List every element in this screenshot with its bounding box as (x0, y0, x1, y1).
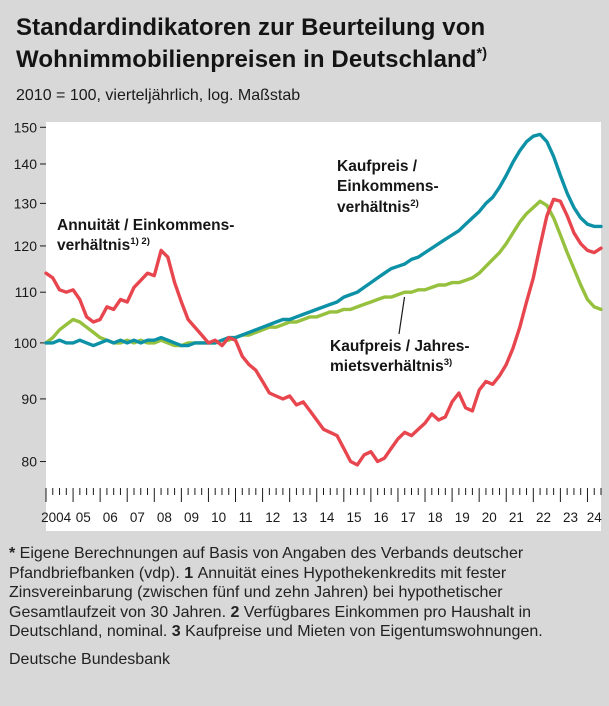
price-rent-label-leader-line (398, 297, 406, 335)
x-axis-label: 05 (76, 510, 91, 525)
x-axis-label: 12 (265, 510, 280, 525)
x-axis-label: 13 (292, 510, 307, 525)
y-axis-label: 90 (21, 391, 37, 407)
title-line-2: Wohnimmobilienpreisen in Deutschland (16, 45, 477, 73)
x-axis-label: 11 (239, 510, 253, 525)
plot-background (46, 122, 601, 532)
price-rent-label-line-1: Kaufpreis / Jahres- (330, 338, 470, 356)
label-price-rent-ratio: Kaufpreis / Jahres-mietsverhältnis3) (330, 337, 470, 377)
annuity-label-line-2: verhältnis (57, 237, 131, 255)
chart-header: Standardindikatoren zur Beurteilung von W… (0, 0, 609, 105)
price-income-label-line-3: verhältnis (337, 198, 411, 216)
series-line-annuity-income-ratio (44, 197, 603, 467)
x-axis-label: 09 (184, 510, 199, 525)
x-axis-label: 2004 (41, 510, 72, 525)
chart-subtitle: 2010 = 100, vierteljährlich, log. Maßsta… (16, 87, 301, 105)
x-axis-label: 10 (211, 510, 226, 525)
x-axis-label: 15 (346, 510, 361, 525)
y-axis-label: 120 (14, 238, 38, 254)
footnote-marker: 2 (230, 603, 240, 621)
x-axis-label: 23 (563, 510, 578, 525)
x-axis-label: 24 (587, 510, 603, 525)
chart-canvas: 80 90 100 110 120 130 140 150 2004 05 06 07 08 09 10 11… (14, 120, 603, 532)
y-axis-label: 100 (14, 335, 38, 351)
y-axis-label: 140 (14, 156, 38, 172)
chart-area: 80 90 100 110 120 130 140 150 2004 05 06 07 08 09 10 11… (0, 119, 609, 533)
annuity-label-superscript: 1) 2) (130, 236, 150, 248)
price-income-label-superscript: 2) (410, 197, 419, 209)
price-income-label-line-2: Einkommens- (337, 178, 439, 196)
x-axis-label: 21 (509, 510, 524, 525)
x-axis-label: 20 (482, 510, 497, 525)
y-axis-label: 150 (14, 120, 38, 136)
y-axis-label: 110 (15, 285, 38, 301)
title-line-1: Standardindikatoren zur Beurteilung von (16, 14, 486, 41)
x-axis-label: 18 (428, 510, 443, 525)
series-line-price-income-ratio (44, 133, 603, 348)
x-axis-label: 07 (130, 510, 145, 525)
footnote-marker: 3 (171, 623, 181, 641)
annuity-label-line-1: Annuität / Einkommens- (57, 217, 235, 235)
title-superscript: *) (476, 45, 488, 62)
y-axis-label: 80 (21, 454, 37, 470)
footnote-marker: 1 (184, 564, 194, 582)
x-axis-label: 08 (157, 510, 172, 525)
label-price-income-ratio: Kaufpreis / Einkommens-verhältnis2) (337, 157, 439, 218)
price-income-label-line-1: Kaufpreis / (337, 158, 418, 176)
x-axis-label: 14 (319, 510, 335, 525)
y-axis-label: 130 (14, 196, 38, 212)
x-axis-label: 06 (103, 510, 118, 525)
x-axis-label: 16 (374, 510, 389, 525)
price-rent-label-superscript: 3) (443, 357, 453, 369)
footnotes: * Eigene Berechnungen auf Basis von Anga… (9, 545, 543, 641)
label-annuity-income-ratio: Annuität / Einkommens-verhältnis1) 2) (57, 216, 234, 256)
x-axis-label: 22 (536, 510, 551, 525)
page-title: Standardindikatoren zur Beurteilung von W… (16, 12, 593, 75)
price-rent-label-line-2: mietsverhältnis (330, 358, 444, 376)
source-label: Deutsche Bundesbank (9, 650, 170, 668)
footnote-marker: * (9, 545, 16, 563)
x-axis-label: 17 (401, 510, 416, 525)
x-axis-label: 19 (455, 510, 470, 525)
